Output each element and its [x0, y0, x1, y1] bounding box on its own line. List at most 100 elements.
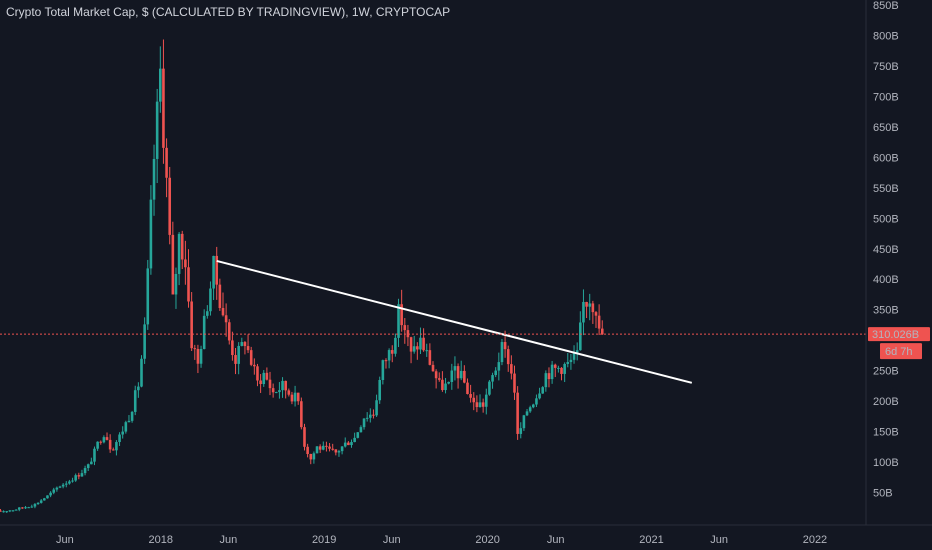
- candle-body: [547, 373, 551, 380]
- candle-body: [503, 342, 507, 350]
- candle-body: [400, 304, 403, 326]
- candle-body: [209, 288, 212, 312]
- candle-body: [428, 350, 432, 365]
- candle-body: [419, 337, 422, 350]
- candle-body: [303, 427, 306, 447]
- candle-body: [328, 446, 331, 449]
- candle-body: [441, 379, 444, 391]
- x-axis[interactable]: Jun 2018 Jun 2019 Jun 2020 Jun 2021 Jun 2022: [56, 534, 827, 546]
- candle-body: [594, 312, 598, 316]
- candle-body: [325, 445, 328, 447]
- candle-body: [369, 414, 372, 418]
- candle-body: [437, 378, 441, 380]
- candle-body: [522, 415, 526, 429]
- candle-body: [265, 372, 269, 380]
- candle-body: [111, 449, 115, 451]
- candle-body: [215, 255, 219, 285]
- candle-body: [102, 437, 106, 443]
- candle-body: [168, 177, 172, 235]
- candle-body: [177, 233, 181, 274]
- candle-body: [36, 502, 40, 505]
- candle-body: [519, 428, 523, 434]
- x-tick-label: 2021: [639, 534, 663, 546]
- candle-body: [190, 301, 193, 349]
- candle-body: [463, 370, 466, 383]
- candle-body: [600, 328, 604, 335]
- candle-body: [516, 392, 519, 434]
- trendline[interactable]: [216, 259, 693, 384]
- candle-body: [506, 349, 510, 365]
- candle-body: [290, 394, 294, 402]
- candle-body: [137, 386, 140, 391]
- candle-body: [563, 363, 566, 374]
- candle-body: [353, 437, 356, 443]
- candle-body: [199, 348, 203, 364]
- x-tick-label: 2018: [149, 534, 173, 546]
- y-axis[interactable]: 850B 800B 750B 700B 650B 600B 550B 500B 450B 400B…: [873, 0, 899, 500]
- x-tick-label: 2019: [312, 534, 336, 546]
- countdown-badge: 6d 7h: [880, 343, 922, 360]
- candle-body: [33, 504, 37, 507]
- candle-body: [331, 448, 334, 450]
- candle-body: [96, 441, 99, 449]
- candle-body: [64, 483, 68, 485]
- candle-body: [494, 370, 497, 376]
- candle-body: [309, 453, 313, 460]
- candle-body: [350, 442, 353, 446]
- y-tick-label: 400B: [873, 274, 899, 286]
- last-price-value: 310.026B: [872, 329, 919, 341]
- candle-body: [337, 451, 341, 453]
- y-tick-label: 150B: [873, 427, 899, 439]
- candle-body: [484, 394, 488, 407]
- candle-body: [422, 337, 425, 351]
- candle-body: [240, 342, 244, 346]
- candle-body: [582, 301, 585, 323]
- candle-body: [444, 383, 447, 391]
- candle-body: [256, 366, 259, 381]
- candle-body: [83, 468, 87, 474]
- candle-body: [39, 500, 43, 503]
- candle-body: [528, 407, 532, 412]
- candle-body: [575, 350, 579, 353]
- candle-body: [362, 418, 366, 428]
- candle-body: [409, 337, 413, 352]
- candle-body: [557, 367, 560, 369]
- candle-body: [372, 414, 375, 416]
- y-tick-label: 200B: [873, 396, 899, 408]
- candle-body: [43, 498, 46, 501]
- candle-body: [466, 382, 469, 395]
- candle-body: [403, 325, 407, 331]
- candle-body: [406, 330, 410, 338]
- candle-body: [0, 510, 2, 512]
- candle-body: [434, 371, 438, 379]
- candle-body: [27, 507, 30, 509]
- candle-body: [488, 381, 491, 395]
- candle-body: [271, 388, 275, 393]
- candle-body: [281, 380, 284, 391]
- y-tick-label: 250B: [873, 366, 899, 378]
- candle-body: [359, 427, 363, 433]
- y-tick-label: 500B: [873, 213, 899, 225]
- candle-body: [381, 360, 385, 380]
- candle-body: [108, 439, 112, 450]
- candle-body: [321, 445, 325, 450]
- candle-body: [566, 362, 570, 364]
- candle-body: [296, 392, 300, 402]
- candle-body: [343, 442, 347, 447]
- candle-body: [253, 364, 256, 367]
- candle-body: [159, 68, 162, 102]
- candle-body: [378, 379, 382, 401]
- y-tick-label: 450B: [873, 244, 899, 256]
- candle-body: [2, 511, 5, 513]
- candle-body: [174, 273, 178, 295]
- candle-body: [318, 446, 322, 450]
- candle-body: [412, 346, 416, 352]
- candle-body: [450, 370, 454, 382]
- candle-body: [206, 311, 209, 316]
- candle-body: [456, 366, 460, 379]
- candle-body: [538, 393, 541, 399]
- candle-body: [384, 360, 388, 362]
- candle-body: [497, 362, 501, 371]
